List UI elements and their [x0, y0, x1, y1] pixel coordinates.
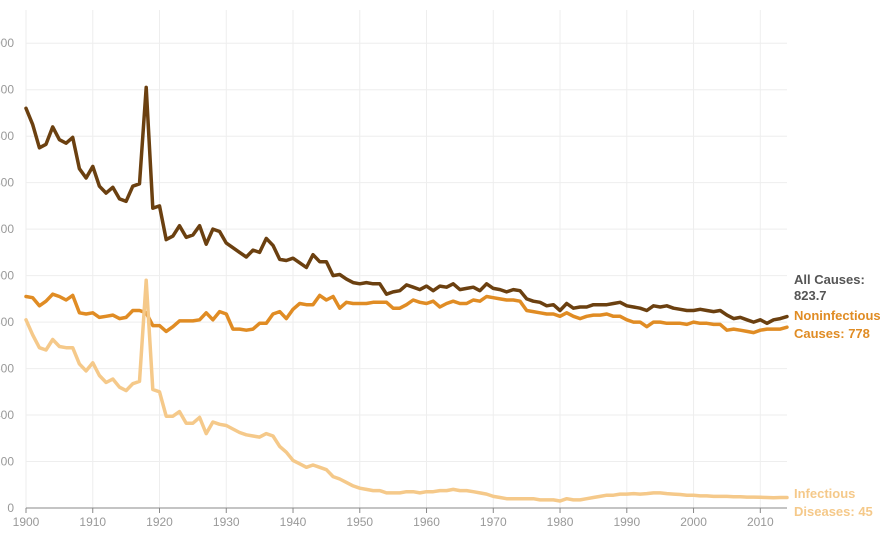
y-tick-label: 1800 [0, 83, 14, 97]
x-tick-label: 2000 [680, 515, 707, 529]
y-tick-label: 2000 [0, 36, 14, 50]
y-tick-label: 1000 [0, 269, 14, 283]
series-line-noninfectious-causes [24, 292, 789, 335]
series-end-labels: All Causes:823.7 Noninfectious Causes: 778… [794, 272, 880, 519]
series-label-noninfectious-causes: Noninfectious [794, 308, 880, 323]
x-tick-label: 1980 [547, 515, 574, 529]
x-tick-label: 1930 [213, 515, 240, 529]
x-tick-label: 1960 [413, 515, 440, 529]
y-tick-label: 600 [0, 362, 14, 376]
x-tick-label: 2010 [747, 515, 774, 529]
x-axis-ticks: 1900 1910 1920 1930 1940 1950 1960 1970 1980 1990… [13, 507, 787, 529]
series-label-all-causes: All Causes: [794, 272, 865, 287]
x-tick-label: 1970 [480, 515, 507, 529]
series-label-all-causes: 823.7 [794, 288, 827, 303]
x-tick-label: 1950 [346, 515, 373, 529]
y-tick-label: 200 [0, 455, 14, 469]
x-tick-label: 1900 [13, 515, 40, 529]
series-lines [24, 85, 789, 503]
series-label-infectious-diseases: Infectious [794, 486, 855, 501]
y-tick-label: 1400 [0, 176, 14, 190]
grid [25, 10, 787, 509]
y-axis-ticks: 0 200 400 600 800 1000 1200 1400 1600 1800 2000 [0, 36, 14, 515]
x-tick-label: 1990 [613, 515, 640, 529]
y-tick-label: 400 [0, 408, 14, 422]
y-tick-label: 0 [7, 501, 14, 515]
y-tick-label: 800 [0, 315, 14, 329]
x-tick-label: 1920 [146, 515, 173, 529]
series-label-noninfectious-causes: Causes: 778 [794, 326, 870, 341]
y-tick-label: 1200 [0, 222, 14, 236]
series-line-infectious-diseases [24, 278, 789, 503]
y-tick-label: 1600 [0, 129, 14, 143]
x-tick-label: 1910 [79, 515, 106, 529]
series-label-infectious-diseases: Diseases: 45 [794, 504, 873, 519]
x-tick-label: 1940 [280, 515, 307, 529]
series-line-all-causes [24, 85, 789, 326]
